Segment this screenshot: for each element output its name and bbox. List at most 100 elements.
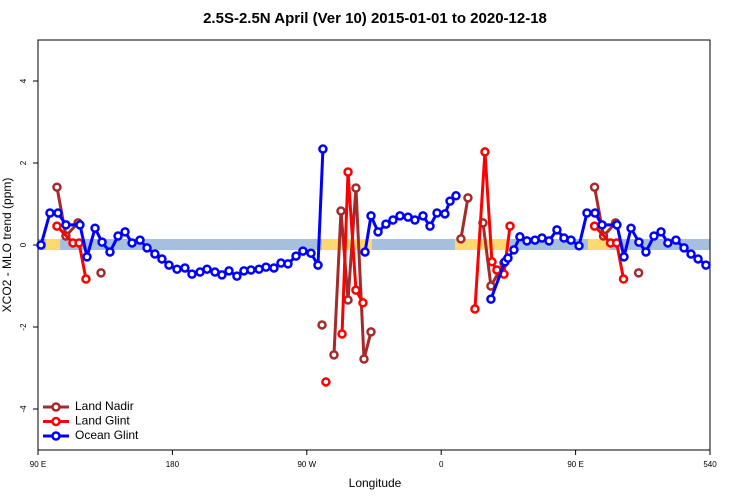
data-point xyxy=(656,227,666,237)
data-point xyxy=(366,327,376,337)
data-point xyxy=(480,147,490,157)
land-band xyxy=(588,239,610,250)
data-point xyxy=(486,294,496,304)
data-point xyxy=(492,265,502,275)
data-point xyxy=(61,220,71,230)
data-point xyxy=(432,208,442,218)
data-point xyxy=(619,252,629,262)
data-point xyxy=(582,208,592,218)
data-point xyxy=(359,354,369,364)
data-point xyxy=(451,191,461,201)
data-point xyxy=(544,236,554,246)
data-point xyxy=(321,377,331,387)
data-point xyxy=(224,266,234,276)
data-point xyxy=(142,243,152,253)
x-tick-label: 90 E xyxy=(30,460,46,469)
data-point xyxy=(395,211,405,221)
data-point xyxy=(150,249,160,259)
y-tick-label: -4 xyxy=(19,405,28,413)
data-point xyxy=(246,265,256,275)
data-point xyxy=(317,320,327,330)
data-point xyxy=(291,251,301,261)
chart-title: 2.5S-2.5N April (Ver 10) 2015-01-01 to 2… xyxy=(203,10,547,27)
data-point xyxy=(566,235,576,245)
land-band xyxy=(46,239,60,250)
ocean-band xyxy=(38,239,710,250)
data-point xyxy=(522,236,532,246)
data-point xyxy=(663,238,673,248)
data-point xyxy=(381,219,391,229)
land-band xyxy=(322,239,372,250)
data-point xyxy=(503,253,513,263)
data-point xyxy=(180,263,190,273)
data-point xyxy=(445,196,455,206)
data-point xyxy=(505,221,515,231)
data-point xyxy=(81,274,91,284)
data-point xyxy=(318,144,328,154)
data-point xyxy=(82,252,92,262)
data-point xyxy=(509,245,519,255)
data-point xyxy=(45,208,55,218)
data-point xyxy=(343,295,353,305)
data-point xyxy=(552,225,562,235)
data-point xyxy=(366,211,376,221)
legend-label: Land Glint xyxy=(75,414,130,428)
legend-label: Land Nadir xyxy=(75,399,134,413)
data-point xyxy=(113,231,123,241)
data-point xyxy=(232,271,242,281)
data-point xyxy=(120,227,130,237)
data-point xyxy=(52,182,62,192)
data-point xyxy=(626,223,636,233)
legend-marker xyxy=(51,431,61,441)
data-point xyxy=(597,220,607,230)
data-point xyxy=(74,238,84,248)
data-point xyxy=(515,232,525,242)
data-point xyxy=(337,329,347,339)
data-point xyxy=(261,262,271,272)
y-tick-label: -2 xyxy=(19,323,28,331)
data-point xyxy=(283,259,293,269)
data-point xyxy=(418,211,428,221)
data-point xyxy=(360,247,370,257)
data-point xyxy=(487,257,497,267)
data-point xyxy=(618,274,629,284)
data-point xyxy=(388,215,398,225)
y-tick-label: 2 xyxy=(19,160,28,165)
data-point xyxy=(217,270,227,280)
data-point xyxy=(590,208,600,218)
data-point xyxy=(686,249,696,259)
data-point xyxy=(701,260,711,270)
data-point xyxy=(634,237,644,247)
x-axis-label: Longitude xyxy=(349,476,402,490)
data-point xyxy=(633,268,644,278)
legend-label: Ocean Glint xyxy=(75,428,139,442)
data-point xyxy=(105,247,115,257)
data-point xyxy=(172,264,182,274)
data-point xyxy=(164,260,174,270)
data-point xyxy=(343,167,353,177)
data-point xyxy=(456,234,466,244)
data-point xyxy=(329,350,339,360)
data-point xyxy=(358,298,368,308)
data-point xyxy=(693,254,703,264)
data-point xyxy=(463,193,473,203)
legend-marker xyxy=(51,416,61,427)
data-point xyxy=(187,269,197,279)
data-point xyxy=(671,235,681,245)
data-point xyxy=(336,206,346,216)
data-point xyxy=(410,215,420,225)
y-tick-label: 0 xyxy=(19,242,28,247)
data-point xyxy=(127,238,137,248)
data-point xyxy=(96,268,106,278)
data-point xyxy=(470,304,480,314)
data-point xyxy=(589,182,600,192)
data-point xyxy=(97,237,107,247)
data-point xyxy=(53,208,63,218)
data-point xyxy=(649,231,659,241)
data-point xyxy=(306,248,316,258)
data-point xyxy=(589,221,600,231)
data-point xyxy=(269,263,279,273)
y-axis-label: XCO2 - MLO trend (ppm) xyxy=(0,178,14,313)
